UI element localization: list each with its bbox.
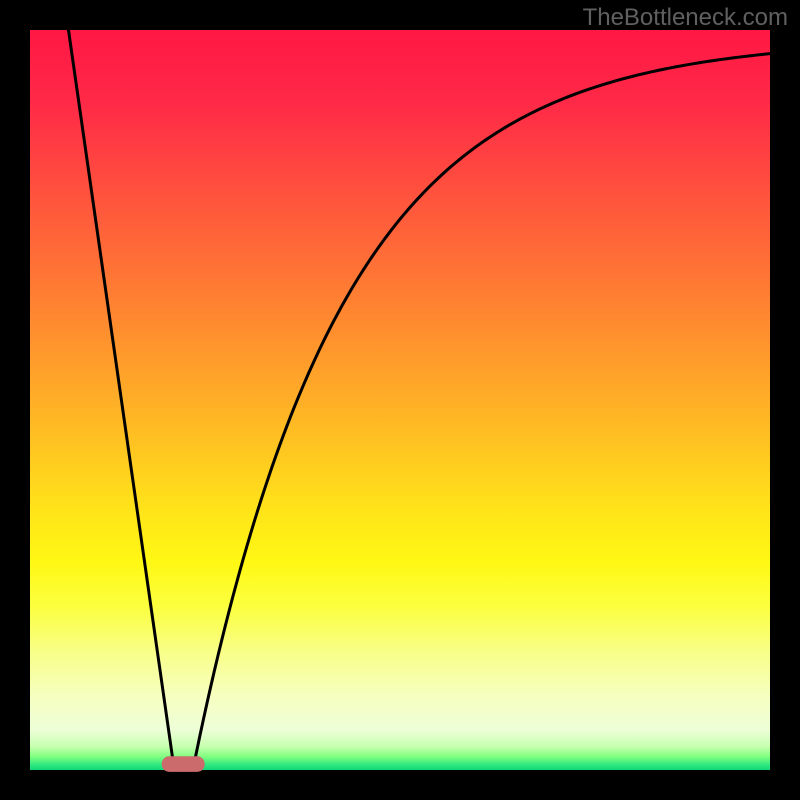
optimal-marker — [162, 756, 205, 772]
chart-container: TheBottleneck.com — [0, 0, 800, 800]
chart-svg — [0, 0, 800, 800]
chart-background — [30, 30, 770, 770]
watermark-text: TheBottleneck.com — [583, 4, 788, 32]
